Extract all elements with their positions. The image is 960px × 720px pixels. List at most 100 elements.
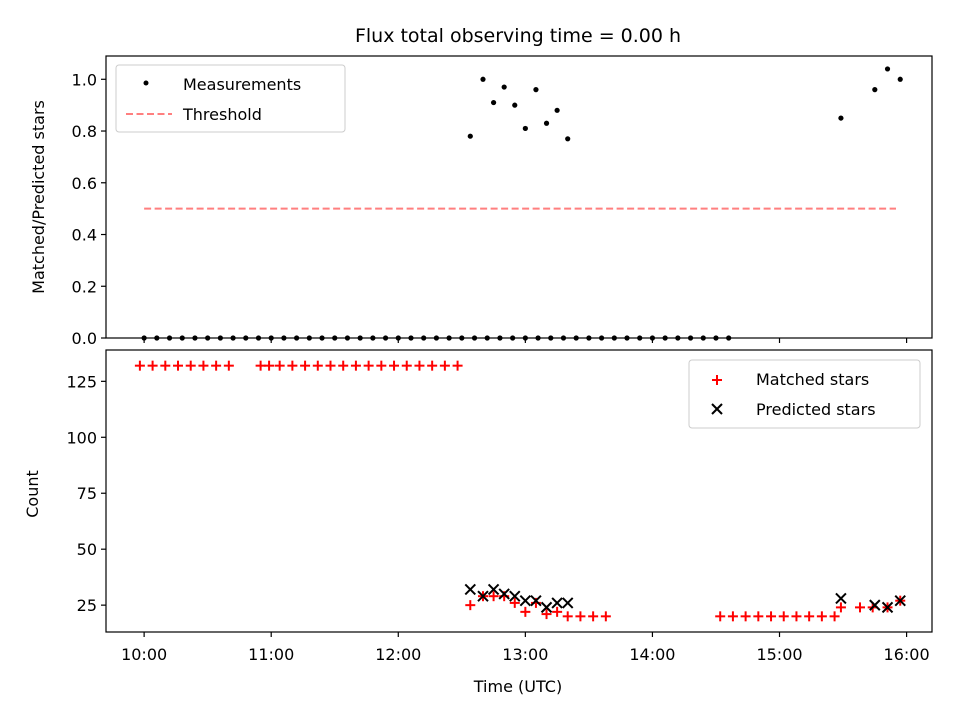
matched-star-point	[223, 360, 234, 371]
matched-star-point	[835, 602, 846, 613]
predicted-star-point	[530, 594, 542, 607]
matched-star-point	[509, 597, 520, 608]
matched-star-point	[816, 611, 827, 622]
matched-star-point	[600, 611, 611, 622]
legend-matched-label: Matched stars	[756, 370, 869, 389]
measurement-point	[141, 335, 147, 341]
top-y-tick-label: 1.0	[72, 70, 97, 89]
top-legend: Measurements Threshold	[115, 64, 346, 133]
bottom-y-tick-label: 50	[77, 540, 97, 559]
matched-star-point	[363, 360, 374, 371]
matched-star-point	[198, 360, 209, 371]
measurement-point	[446, 335, 452, 341]
measurement-point	[395, 335, 401, 341]
predicted-star-point	[519, 594, 532, 607]
predicted-star-point	[894, 594, 906, 607]
matched-star-point	[185, 360, 196, 371]
measurement-point	[382, 335, 389, 341]
measurement-point	[471, 335, 478, 341]
matched-star-point	[274, 360, 285, 371]
legend-predicted-label: Predicted stars	[756, 400, 876, 419]
measurement-point	[565, 136, 571, 142]
top-y-ticks: 0.0 0.2 0.4 0.6 0.8 1.0	[72, 70, 106, 348]
predicted-star-point	[551, 597, 563, 609]
top-y-tick-label: 0.8	[72, 122, 97, 141]
top-y-tick-label: 0.2	[72, 277, 97, 296]
matched-star-point	[854, 602, 865, 613]
matched-star-point	[740, 611, 751, 622]
measurement-point	[243, 335, 249, 341]
matched-star-point	[488, 591, 499, 602]
x-tick-label: 11:00	[248, 645, 294, 664]
matched-star-point	[427, 360, 438, 371]
matched-star-point	[520, 606, 531, 617]
legend-threshold-label: Threshold	[182, 105, 262, 124]
legend-predicted-marker	[711, 403, 723, 415]
matched-star-point	[255, 360, 266, 371]
legend-measurements-label: Measurements	[183, 75, 301, 94]
matched-star-point	[160, 360, 171, 371]
matched-star-point	[778, 611, 789, 622]
measurement-point	[467, 133, 473, 139]
matched-star-point	[452, 360, 463, 371]
matched-star-point	[264, 360, 275, 371]
bottom-y-tick-label: 75	[77, 484, 97, 503]
measurement-point	[700, 335, 706, 341]
measurement-point	[357, 335, 363, 341]
top-panel: Matched/Predicted stars 0.0 0.2 0.4 0.6 0.8 1…	[29, 55, 933, 348]
measurement-point	[510, 335, 516, 341]
measurement-point	[179, 335, 185, 341]
bottom-y-ticks: 25 50 75 100 125	[66, 372, 106, 615]
measurement-point	[522, 335, 528, 341]
matched-star-point	[376, 360, 387, 371]
matched-star-point	[791, 611, 802, 622]
matched-star-point	[287, 360, 298, 371]
measurement-point	[611, 335, 617, 341]
measurement-point	[319, 335, 325, 341]
measurement-point	[838, 115, 844, 121]
x-tick-label: 15:00	[756, 645, 802, 664]
measurement-point	[543, 120, 550, 126]
measurement-point	[675, 335, 681, 341]
predicted-star-point	[881, 601, 894, 614]
measurement-point	[533, 87, 539, 93]
top-series	[141, 66, 903, 341]
matched-star-point	[173, 360, 184, 371]
top-legend-box	[115, 64, 346, 133]
measurement-point	[687, 335, 694, 341]
measurement-point	[548, 335, 554, 341]
measurement-point	[433, 335, 439, 341]
predicted-star-point	[540, 601, 553, 614]
measurement-point	[662, 335, 668, 341]
matched-star-point	[414, 360, 425, 371]
x-tick-label: 14:00	[629, 645, 675, 664]
bottom-legend: Matched stars Predicted stars	[688, 359, 921, 429]
measurement-point	[726, 335, 732, 341]
measurement-point	[872, 87, 878, 93]
bottom-x-ticks: 10:00 11:00 12:00 13:00 14:00 15:00 16:00	[121, 632, 930, 664]
measurement-point	[497, 335, 503, 341]
predicted-star-point	[487, 583, 500, 596]
top-y-tick-label: 0.4	[72, 226, 97, 245]
matched-star-point	[588, 611, 599, 622]
measurement-point	[884, 66, 891, 72]
measurement-point	[205, 335, 211, 341]
matched-star-point	[552, 606, 563, 617]
matched-star-point	[325, 360, 336, 371]
measurement-point	[217, 335, 223, 341]
measurement-point	[490, 99, 497, 106]
measurement-point	[599, 335, 605, 341]
predicted-star-point	[562, 597, 574, 609]
x-tick-label: 10:00	[121, 645, 167, 664]
measurement-point	[332, 335, 338, 341]
measurement-point	[255, 335, 262, 341]
matched-star-point	[439, 360, 450, 371]
top-y-tick-label: 0.6	[72, 174, 97, 193]
legend-matched-marker	[712, 375, 722, 385]
top-y-tick-label: 0.0	[72, 329, 97, 348]
bottom-plot-area	[105, 349, 933, 633]
matched-star-point	[147, 360, 158, 371]
matched-star-point	[300, 360, 311, 371]
predicted-star-point	[835, 592, 847, 605]
